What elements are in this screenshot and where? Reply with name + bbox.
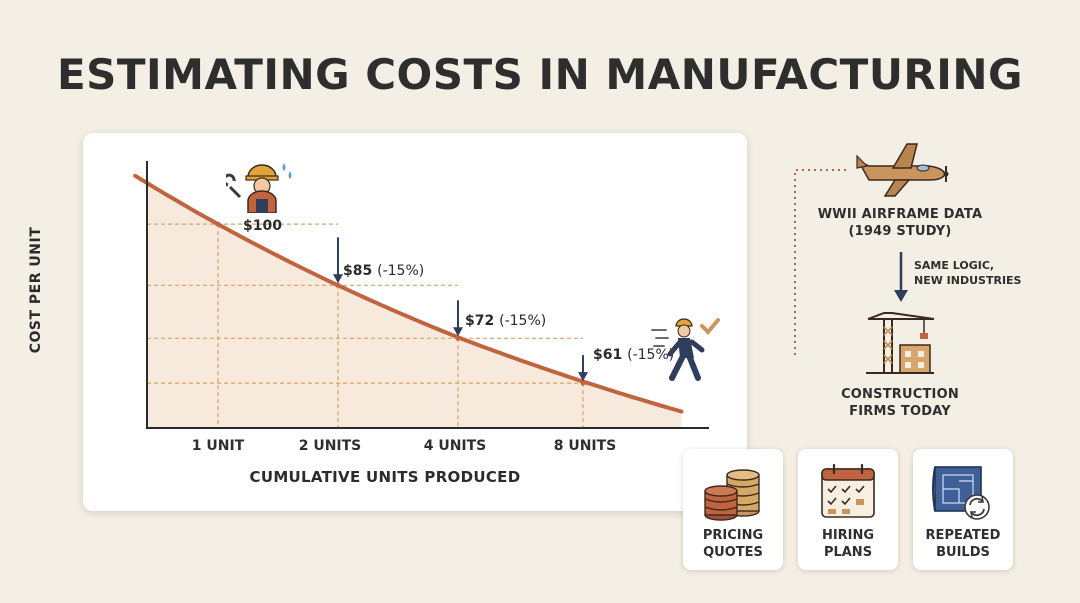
construction-crane-icon xyxy=(866,312,935,374)
drop-arrowhead xyxy=(578,372,588,382)
arrow-note-line2: NEW INDUSTRIES xyxy=(914,274,1022,287)
dotted-connector xyxy=(794,169,850,355)
blueprint-cycle-icon xyxy=(932,466,990,520)
tile-label-line1: REPEATED xyxy=(925,528,1001,543)
data-point xyxy=(335,282,341,288)
drop-arrowhead xyxy=(333,274,343,284)
axis-lines xyxy=(146,161,709,429)
airframe-label: WWII AIRFRAME DATA (1949 STUDY) xyxy=(800,206,1000,240)
value-label: $61 xyxy=(593,347,623,363)
change-label: (-15%) xyxy=(499,313,547,329)
learning-curve-line xyxy=(133,173,684,414)
curve-area xyxy=(147,175,682,428)
construction-label-line2: FIRMS TODAY xyxy=(849,404,951,419)
airframe-label-line2: (1949 STUDY) xyxy=(848,224,952,239)
data-point xyxy=(580,380,586,386)
tile-repeated-builds: REPEATED BUILDS xyxy=(913,449,1013,570)
price-label-2: $85 (-15%) xyxy=(343,263,424,279)
x-tick-label: 2 UNITS xyxy=(298,438,362,454)
tile-hiring-plans: HIRING PLANS xyxy=(798,449,898,570)
tile-label-line1: HIRING xyxy=(821,528,875,543)
price-label-3: $72 (-15%) xyxy=(465,313,546,329)
change-label: (-15%) xyxy=(377,263,425,279)
mechanic-worker-icon xyxy=(226,163,292,213)
price-label-4: $61 (-15%) xyxy=(593,347,674,363)
airframe-label-line1: WWII AIRFRAME DATA xyxy=(817,207,983,222)
y-axis-label: COST PER UNIT xyxy=(28,226,44,354)
data-point xyxy=(215,221,221,227)
tile-label: REPEATED BUILDS xyxy=(913,527,1013,561)
tile-label: HIRING PLANS xyxy=(798,527,898,561)
tile-label: PRICING QUOTES xyxy=(683,527,783,561)
x-tick-label: 1 UNIT xyxy=(191,438,245,454)
coin-stacks-icon xyxy=(704,469,760,521)
chart-card xyxy=(83,133,747,511)
tile-label-line2: PLANS xyxy=(823,545,873,560)
arrow-note: SAME LOGIC, NEW INDUSTRIES xyxy=(914,258,1021,288)
construction-label-line1: CONSTRUCTION xyxy=(841,387,959,402)
value-label: $72 xyxy=(465,313,495,329)
tile-label-line1: PRICING xyxy=(702,528,764,543)
running-worker-icon xyxy=(651,318,720,381)
data-point xyxy=(455,335,461,341)
x-tick-label: 8 UNITS xyxy=(553,438,617,454)
value-label: $100 xyxy=(243,218,282,234)
x-axis-label: CUMULATIVE UNITS PRODUCED xyxy=(249,468,521,486)
tile-label-line2: BUILDS xyxy=(936,545,990,560)
page-title: ESTIMATING COSTS IN MANUFACTURING xyxy=(56,50,1024,99)
airplane-icon xyxy=(856,143,949,197)
down-arrow-icon xyxy=(894,252,908,302)
value-label: $85 xyxy=(343,263,373,279)
calendar-checklist-icon xyxy=(821,463,875,518)
tile-pricing-quotes: PRICING QUOTES xyxy=(683,449,783,570)
price-label-1: $100 xyxy=(243,218,282,234)
x-tick-label: 4 UNITS xyxy=(423,438,487,454)
change-label: (-15%) xyxy=(627,347,675,363)
construction-label: CONSTRUCTION FIRMS TODAY xyxy=(800,386,1000,420)
arrow-note-line1: SAME LOGIC, xyxy=(914,259,995,272)
learning-curve-chart xyxy=(133,161,709,429)
tile-label-line2: QUOTES xyxy=(703,545,763,560)
drop-arrowhead xyxy=(453,327,463,337)
